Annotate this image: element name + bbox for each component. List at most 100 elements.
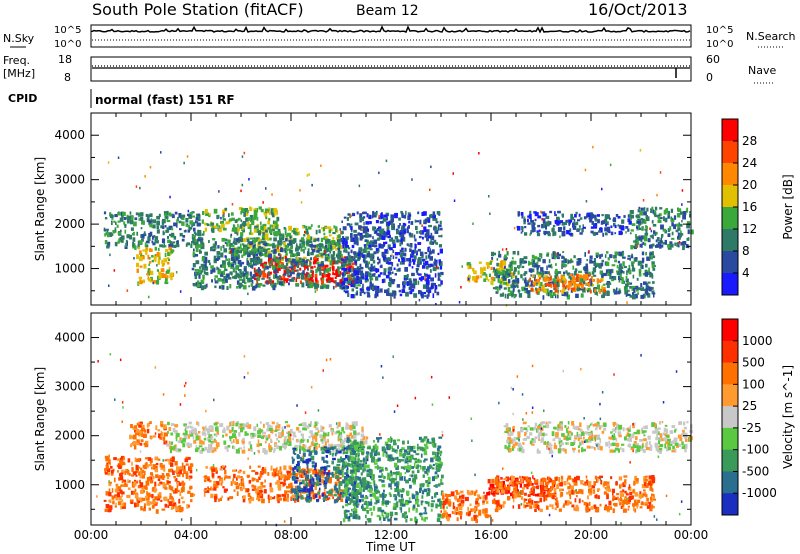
heatmap-cell — [259, 221, 262, 225]
heatmap-cell — [281, 265, 284, 268]
heatmap-cell — [360, 252, 364, 255]
heatmap-cell — [289, 246, 292, 250]
heatmap-cell — [302, 470, 305, 474]
heatmap-cell — [147, 236, 151, 241]
heatmap-cell — [320, 280, 324, 286]
heatmap-cell — [129, 211, 132, 215]
heatmap-cell — [145, 480, 150, 486]
heatmap-cell — [628, 289, 630, 292]
heatmap-cell — [239, 423, 242, 429]
heatmap-cell — [351, 273, 355, 277]
heatmap-cell — [410, 253, 415, 256]
heatmap-cell — [335, 282, 340, 287]
heatmap-cell — [302, 256, 307, 259]
heatmap-cell — [640, 235, 645, 240]
heatmap-cell — [496, 269, 499, 273]
heatmap-cell — [344, 263, 348, 266]
heatmap-cell — [218, 225, 221, 228]
heatmap-cell — [474, 277, 478, 283]
heatmap-cell — [321, 278, 325, 281]
heatmap-cell — [350, 214, 353, 218]
heatmap-cell — [282, 235, 285, 241]
heatmap-cell — [328, 472, 332, 475]
heatmap-cell — [280, 474, 285, 479]
heatmap-cell — [600, 262, 604, 267]
heatmap-cell — [178, 220, 182, 224]
heatmap-cell — [473, 270, 477, 275]
heatmap-cell — [342, 258, 347, 264]
heatmap-cell — [610, 231, 614, 236]
heatmap-cell — [204, 209, 208, 214]
heatmap-cell — [231, 229, 235, 232]
heatmap-cell — [305, 497, 310, 502]
heatmap-cell — [250, 497, 255, 501]
heatmap-cell — [154, 481, 157, 487]
heatmap-cell — [677, 227, 681, 231]
heatmap-cell — [681, 189, 684, 192]
heatmap-cell — [660, 225, 663, 230]
heatmap-cell — [534, 212, 539, 217]
heatmap-cell — [436, 211, 441, 215]
heatmap-cell — [277, 246, 279, 250]
heatmap-cell — [211, 449, 215, 453]
heatmap-cell — [310, 441, 315, 447]
heatmap-cell — [284, 271, 288, 274]
heatmap-cell — [339, 477, 342, 480]
heatmap-cell — [262, 248, 264, 252]
heatmap-cell — [169, 493, 172, 499]
heatmap-cell — [488, 263, 491, 265]
heatmap-cell — [295, 497, 298, 500]
heatmap-cell — [369, 221, 372, 225]
heatmap-cell — [309, 244, 314, 248]
heatmap-cell — [316, 249, 320, 253]
heatmap-cell — [154, 456, 159, 461]
heatmap-cell — [623, 215, 626, 218]
heatmap-cell — [322, 480, 325, 484]
heatmap-cell — [595, 232, 599, 235]
heatmap-cell — [599, 271, 602, 274]
heatmap-cell — [120, 229, 122, 233]
colorbar-tick-label: 8 — [742, 244, 750, 258]
heatmap-cell — [399, 229, 404, 233]
heatmap-cell — [107, 468, 111, 473]
heatmap-cell — [308, 240, 313, 243]
heatmap-cell — [264, 235, 268, 240]
heatmap-cell — [258, 246, 262, 250]
heatmap-cell — [588, 273, 591, 277]
heatmap-cell — [111, 488, 114, 493]
heatmap-cell — [223, 275, 228, 280]
heatmap-cell — [410, 289, 415, 292]
y-tick-label: 4000 — [54, 128, 85, 142]
heatmap-cell — [272, 468, 277, 472]
heatmap-cell — [498, 285, 503, 289]
heatmap-cell — [340, 238, 343, 242]
heatmap-cell — [140, 212, 144, 216]
heatmap-cell — [536, 261, 539, 264]
heatmap-cell — [638, 260, 642, 265]
heatmap-cell — [589, 289, 592, 294]
heatmap-cell — [314, 274, 318, 278]
heatmap-cell — [344, 451, 348, 454]
heatmap-cell — [171, 458, 175, 462]
heatmap-cell — [225, 255, 227, 261]
heatmap-cell — [315, 254, 319, 258]
heatmap-cell — [285, 250, 288, 255]
heatmap-cell — [629, 282, 633, 285]
heatmap-cell — [168, 501, 173, 506]
heatmap-cell — [250, 264, 254, 268]
heatmap-cell — [333, 494, 337, 497]
heatmap-cell — [276, 216, 280, 222]
heatmap-cell — [230, 252, 235, 257]
heatmap-cell — [322, 492, 326, 495]
heatmap-cell — [177, 489, 180, 492]
heatmap-cell — [582, 266, 586, 271]
heatmap-cell — [327, 443, 331, 449]
heatmap-cell — [591, 276, 593, 279]
heatmap-cell — [297, 495, 300, 499]
heatmap-cell — [478, 152, 480, 155]
colorbar-swatch — [722, 229, 738, 252]
heatmap-cell — [319, 480, 324, 483]
heatmap-cell — [310, 266, 314, 269]
heatmap-cell — [322, 227, 326, 232]
heatmap-cell — [389, 247, 393, 251]
